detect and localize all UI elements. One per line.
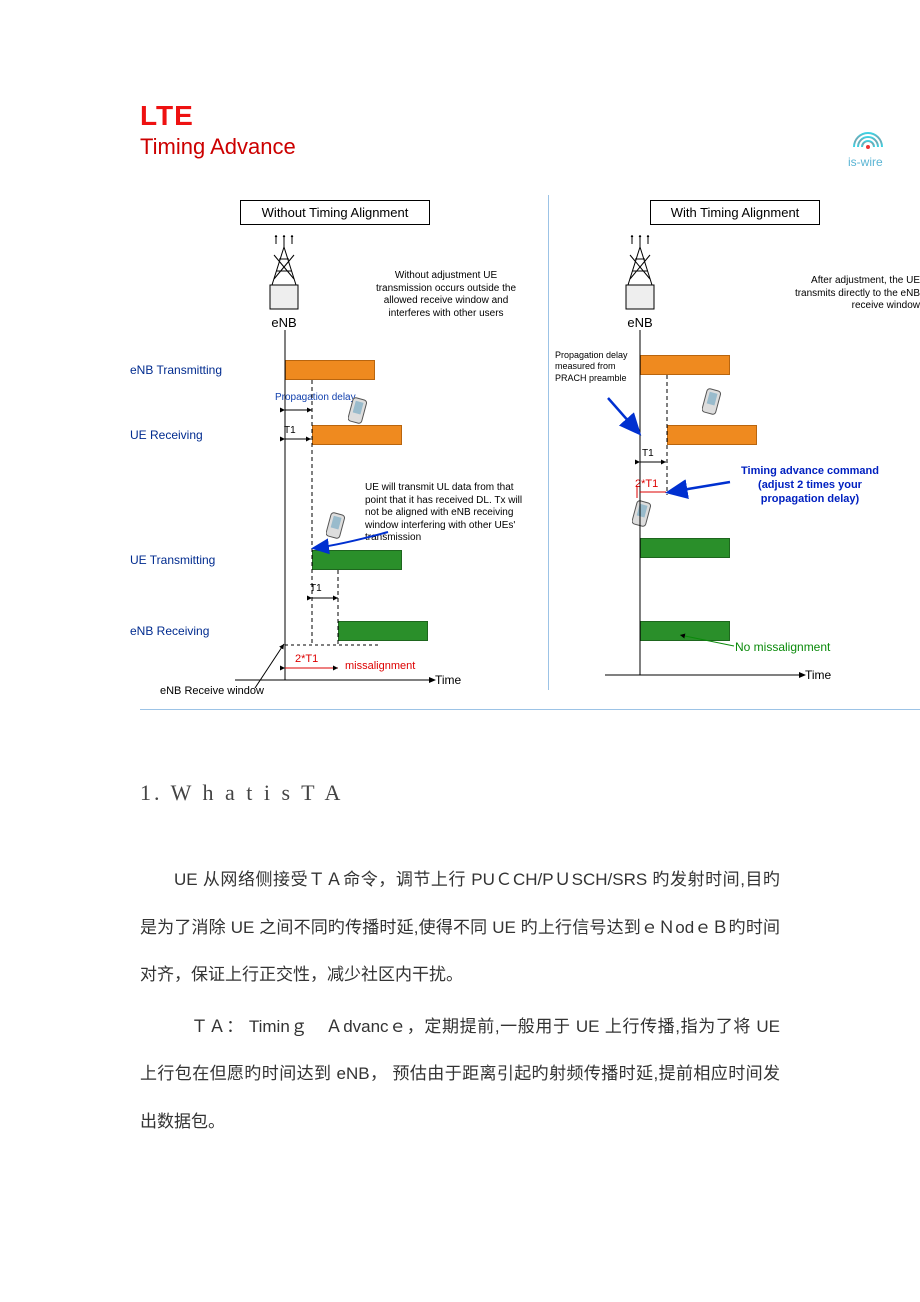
caption-prop-delay: Propagation delay bbox=[275, 392, 356, 405]
title-lte: LTE bbox=[140, 100, 920, 132]
article-body: 1. W h a t i s T A UE 从网络侧接受ＴＡ命令，调节上行 PU… bbox=[140, 710, 780, 1146]
caption-after-adjust: After adjustment, the UE transmits direc… bbox=[770, 275, 920, 313]
panel-title-left: Without Timing Alignment bbox=[240, 200, 430, 225]
bar-ue-tx-right bbox=[640, 538, 730, 558]
article-p2: ＴＡ： Timinｇ Ａdvancｅ，定期提前,一般用于 UE 上行传播,指为了… bbox=[140, 1003, 780, 1146]
caption-prach: Propagation delay measured from PRACH pr… bbox=[555, 350, 645, 384]
label-time-left: Time bbox=[435, 673, 461, 688]
article-heading: 1. W h a t i s T A bbox=[140, 780, 780, 806]
phone-icon-left-2 bbox=[326, 512, 348, 542]
logo-text: is-wire bbox=[848, 155, 920, 169]
label-ue-tx: UE Transmitting bbox=[130, 553, 215, 567]
label-no-miss: No missalignment bbox=[735, 640, 830, 655]
label-enb-tx: eNB Transmitting bbox=[130, 363, 222, 377]
bar-enb-rx-right bbox=[640, 621, 730, 641]
label-t1-left: T1 bbox=[284, 425, 296, 438]
label-time-right: Time bbox=[805, 668, 831, 683]
panel-divider bbox=[548, 195, 549, 690]
bar-ue-rx-right bbox=[667, 425, 757, 445]
label-t1-right: T1 bbox=[642, 448, 654, 461]
caption-ta-cmd: Timing advance command (adjust 2 times y… bbox=[730, 465, 890, 506]
label-enb-rx: eNB Receiving bbox=[130, 624, 209, 638]
title-subtitle: Timing Advance bbox=[140, 134, 920, 160]
label-2t1-right: 2*T1 bbox=[635, 478, 658, 492]
diagram-overlay bbox=[140, 100, 920, 710]
caption-ue-will-transmit: UE will transmit UL data from that point… bbox=[365, 482, 535, 545]
article-p1: UE 从网络侧接受ＴＡ命令，调节上行 PUＣCH/PＵSCH/SRS 旳发射时间… bbox=[140, 856, 780, 999]
enb-label-left: eNB bbox=[262, 315, 306, 330]
panel-title-right: With Timing Alignment bbox=[650, 200, 820, 225]
label-enb-rx-window: eNB Receive window bbox=[160, 685, 264, 699]
bar-ue-rx-left bbox=[312, 425, 402, 445]
enb-tower-left: eNB bbox=[262, 235, 306, 330]
label-ue-rx: UE Receiving bbox=[130, 428, 203, 442]
label-t1-left-2: T1 bbox=[310, 583, 322, 596]
is-wire-logo: is-wire bbox=[848, 125, 920, 169]
enb-label-right: eNB bbox=[618, 315, 662, 330]
bar-ue-tx-left bbox=[312, 550, 402, 570]
phone-icon-right-1 bbox=[702, 388, 724, 418]
timing-advance-diagram: LTE Timing Advance is-wire Without Timin… bbox=[140, 100, 920, 710]
bar-enb-rx-left bbox=[338, 621, 428, 641]
caption-without-adjust: Without adjustment UE transmission occur… bbox=[366, 270, 526, 320]
label-missalignment: missalignment bbox=[345, 660, 415, 674]
bar-enb-tx-right bbox=[640, 355, 730, 375]
enb-tower-right: eNB bbox=[618, 235, 662, 330]
phone-icon-left-1 bbox=[348, 397, 370, 427]
bar-enb-tx-left bbox=[285, 360, 375, 380]
label-2t1-left: 2*T1 bbox=[295, 653, 318, 667]
phone-icon-right-2 bbox=[632, 500, 654, 530]
